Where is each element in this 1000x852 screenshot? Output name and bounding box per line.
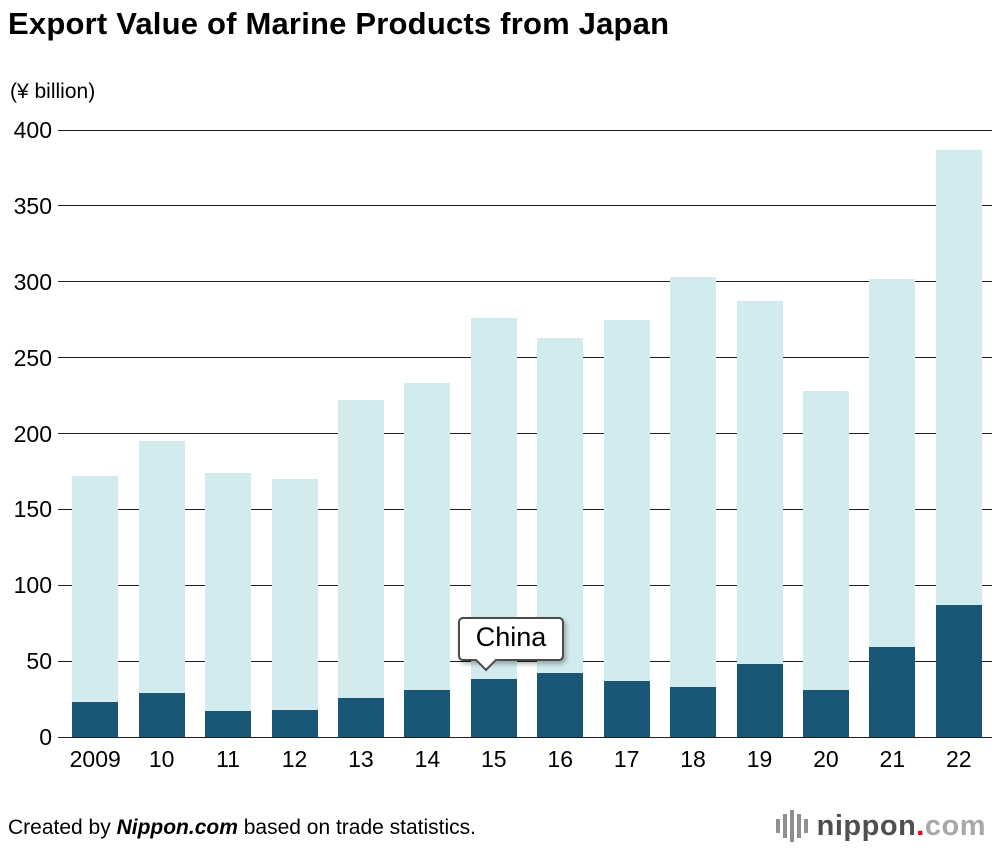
x-axis-label: 19 bbox=[746, 746, 773, 772]
x-axis-label: 12 bbox=[281, 746, 308, 772]
x-axis-label: 21 bbox=[879, 746, 906, 772]
bar-china-13 bbox=[337, 697, 384, 737]
bar-china-10 bbox=[138, 693, 185, 737]
axis-unit-label: (¥ billion) bbox=[10, 80, 96, 103]
plot-area: China bbox=[58, 129, 992, 738]
bar-china-2009 bbox=[72, 702, 119, 737]
y-axis-label: 50 bbox=[26, 648, 52, 675]
x-axis-label: 17 bbox=[613, 746, 640, 772]
gridline bbox=[58, 357, 992, 359]
credit-prefix: Created by bbox=[8, 816, 117, 839]
credit-suffix: based on trade statistics. bbox=[237, 816, 477, 839]
bar-china-12 bbox=[271, 709, 318, 737]
gridline bbox=[58, 660, 992, 662]
gridline bbox=[58, 205, 992, 207]
y-axis-label: 250 bbox=[13, 344, 52, 371]
y-axis-label: 300 bbox=[13, 268, 52, 295]
bar-total-16 bbox=[537, 337, 584, 737]
chart-title: Export Value of Marine Products from Jap… bbox=[8, 6, 670, 41]
china-callout: China bbox=[457, 617, 565, 672]
bar-china-19 bbox=[736, 664, 783, 737]
bar-china-20 bbox=[802, 689, 849, 737]
y-axis-label: 0 bbox=[39, 724, 52, 750]
bar-china-17 bbox=[603, 680, 650, 737]
gridline bbox=[58, 281, 992, 283]
bar-china-14 bbox=[404, 689, 451, 737]
y-axis-label: 400 bbox=[13, 117, 52, 143]
x-axis-label: 18 bbox=[680, 746, 706, 772]
china-callout-label: China bbox=[475, 622, 547, 653]
y-axis-label: 350 bbox=[13, 192, 52, 219]
logo-bar bbox=[803, 819, 808, 833]
gridline bbox=[58, 508, 992, 510]
bar-total-17 bbox=[603, 319, 650, 737]
bar-total-12 bbox=[271, 479, 318, 737]
x-axis-label: 11 bbox=[216, 746, 240, 772]
x-axis-label: 20 bbox=[813, 746, 839, 772]
logo-bar bbox=[789, 810, 794, 842]
bar-total-10 bbox=[138, 441, 185, 737]
x-axis-label: 15 bbox=[480, 746, 507, 772]
nippon-logo-text: nippon.com bbox=[817, 810, 986, 843]
bar-total-14 bbox=[404, 383, 451, 737]
x-axis-label: 14 bbox=[414, 746, 441, 772]
nippon-logo: nippon.com bbox=[775, 808, 986, 844]
gridline bbox=[58, 584, 992, 586]
logo-name: nippon bbox=[816, 809, 917, 842]
x-axis-label: 22 bbox=[945, 746, 972, 772]
x-axis: 2009 10 11 12 13 14 15 16 17 18 19 20 21 22 bbox=[62, 746, 992, 776]
x-axis-label: 13 bbox=[348, 746, 374, 772]
logo-bar bbox=[782, 814, 787, 838]
bar-total-13 bbox=[337, 400, 384, 737]
logo-dot: . bbox=[916, 809, 925, 842]
bar-total-11 bbox=[205, 472, 252, 737]
y-axis-label: 200 bbox=[13, 420, 52, 447]
bar-china-22 bbox=[935, 604, 982, 737]
bar-total-2009 bbox=[72, 476, 119, 737]
bar-china-11 bbox=[205, 711, 252, 737]
bar-china-21 bbox=[869, 647, 916, 737]
nippon-logo-icon bbox=[775, 808, 808, 844]
bar-total-18 bbox=[670, 277, 717, 737]
y-axis-label: 100 bbox=[13, 572, 52, 599]
credit-source: Nippon.com bbox=[116, 816, 238, 839]
gridline bbox=[58, 433, 992, 434]
x-axis-label: 10 bbox=[148, 746, 175, 772]
y-axis-label: 150 bbox=[13, 496, 52, 523]
bar-china-15 bbox=[470, 679, 517, 737]
logo-tld: com bbox=[924, 809, 986, 842]
y-axis: 0 50 100 150 200 250 300 350 400 bbox=[0, 117, 52, 750]
bar-total-20 bbox=[802, 391, 849, 737]
gridline bbox=[58, 129, 992, 131]
x-axis-label: 2009 bbox=[69, 746, 121, 772]
credit-text: Created by Nippon.com based on trade sta… bbox=[8, 816, 476, 840]
logo-bar bbox=[775, 819, 780, 833]
gridline bbox=[58, 736, 992, 738]
bar-total-15 bbox=[470, 318, 517, 737]
x-axis-label: 16 bbox=[547, 746, 573, 772]
bar-china-18 bbox=[670, 686, 717, 737]
logo-bar bbox=[796, 814, 801, 838]
bar-china-16 bbox=[537, 673, 584, 737]
